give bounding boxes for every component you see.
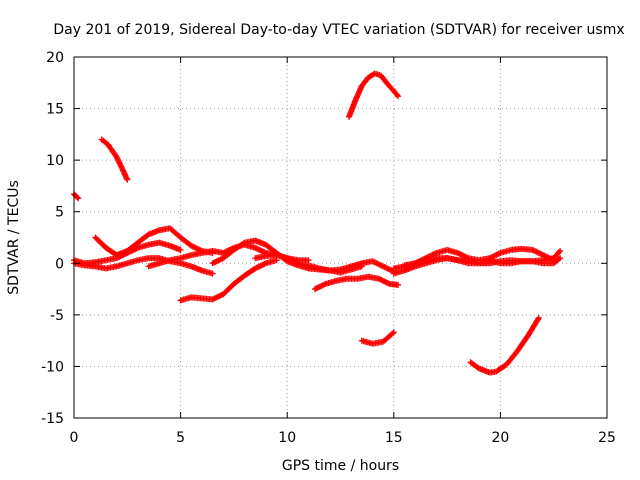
- data-point: [389, 330, 396, 337]
- x-tick-label: 5: [176, 430, 185, 446]
- data-points: [71, 70, 564, 376]
- data-point: [75, 195, 82, 202]
- data-point: [557, 247, 564, 254]
- x-axis-label: GPS time / hours: [282, 458, 399, 474]
- data-point: [390, 329, 397, 336]
- y-tick-labels: -15 -10 -5 0 5 10 15 20: [41, 50, 64, 427]
- y-tick-label: 0: [55, 256, 64, 272]
- x-tick-label: 0: [70, 430, 79, 446]
- data-point: [395, 93, 402, 100]
- series-arc-l: [358, 329, 397, 347]
- y-tick-label: -15: [41, 411, 64, 427]
- x-tick-label: 25: [598, 430, 616, 446]
- data-point: [305, 257, 312, 264]
- data-point: [74, 194, 81, 201]
- data-point: [555, 256, 562, 263]
- y-axis-label: SDTVAR / TECUs: [6, 180, 22, 295]
- y-tick-label: 5: [55, 205, 64, 221]
- y-tick-label: -10: [41, 359, 64, 375]
- data-point: [177, 246, 184, 253]
- y-tick-label: 20: [46, 50, 64, 66]
- data-point: [393, 91, 400, 98]
- data-point: [240, 240, 247, 247]
- axis-ticks: [73, 56, 608, 419]
- series-arc-k: [346, 70, 402, 120]
- y-tick-label: 15: [46, 102, 64, 118]
- data-point: [209, 270, 216, 277]
- series-arc-p: [467, 314, 542, 376]
- series-arc-g: [177, 257, 280, 304]
- y-tick-label: 10: [46, 153, 64, 169]
- data-point: [535, 316, 542, 323]
- series-arc-o: [401, 247, 564, 269]
- x-tick-label: 10: [278, 430, 296, 446]
- x-tick-label: 15: [385, 430, 403, 446]
- plot-frame: [73, 56, 608, 419]
- x-tick-labels: 0 5 10 15 20 25: [70, 430, 616, 446]
- y-tick-label: -5: [50, 308, 64, 324]
- data-point: [124, 176, 131, 183]
- chart-title: Day 201 of 2019, Sidereal Day-to-day VTE…: [53, 22, 624, 38]
- data-point: [535, 314, 542, 321]
- series-arc-i: [252, 252, 397, 275]
- series-arc-j: [311, 273, 402, 293]
- data-point: [557, 255, 564, 262]
- data-point: [556, 249, 563, 256]
- series-arc-b: [98, 136, 131, 183]
- x-tick-label: 20: [491, 430, 509, 446]
- data-point: [273, 257, 280, 264]
- data-point: [395, 281, 402, 288]
